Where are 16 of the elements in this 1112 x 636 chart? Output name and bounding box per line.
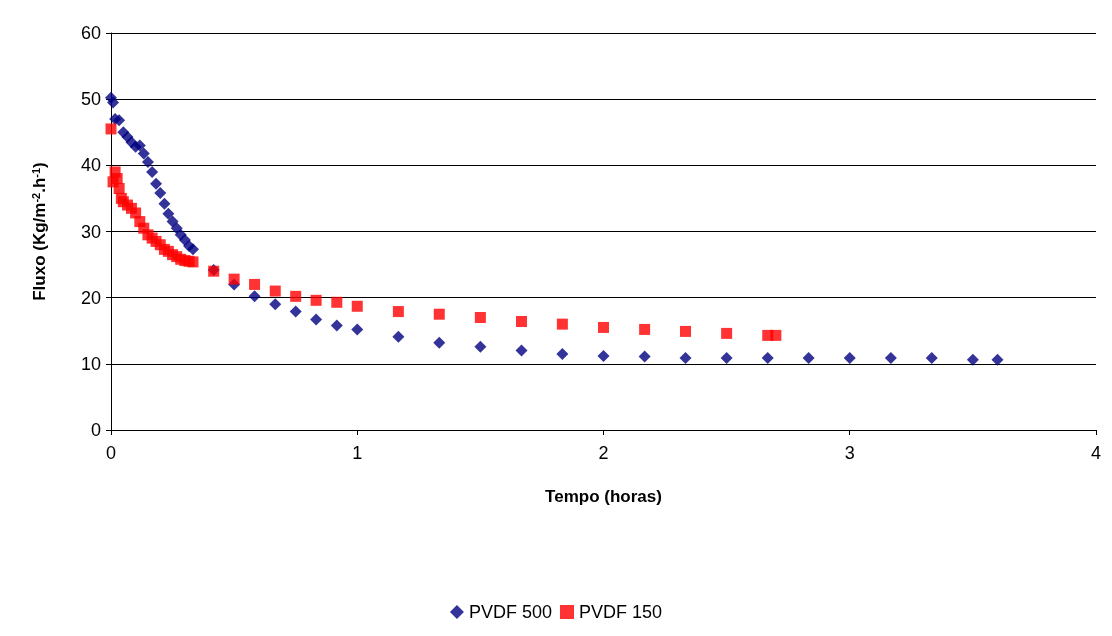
y-tick-label: 60 — [80, 23, 101, 43]
x-tick-label: 1 — [352, 443, 363, 463]
x-axis-title: Tempo (horas) — [545, 487, 662, 506]
y-tick-label: 40 — [80, 155, 101, 176]
x-tick-label: 0 — [105, 443, 117, 463]
y-tick-label: 20 — [80, 287, 101, 308]
y-tick-label: 50 — [80, 89, 101, 110]
y-tick-label: 10 — [80, 353, 101, 374]
y-axis-title: Fluxo (Kg/m-2.h-1) — [29, 162, 49, 301]
x-tick-label: 4 — [1090, 443, 1101, 463]
y-tick-label: 0 — [90, 420, 101, 440]
y-tick-label: 30 — [80, 221, 101, 242]
legend-label: PVDF 500 — [468, 602, 553, 622]
legend-label: PVDF 150 — [579, 602, 663, 622]
x-tick-label: 3 — [844, 443, 855, 463]
x-tick-label: 2 — [598, 443, 609, 463]
